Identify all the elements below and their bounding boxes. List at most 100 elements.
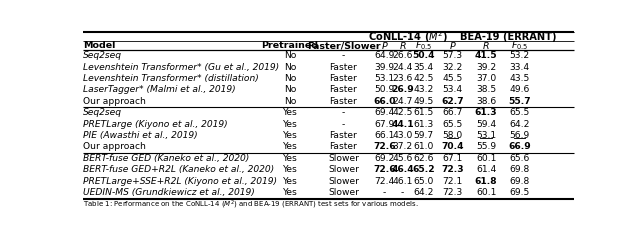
Text: 24.4: 24.4: [392, 63, 413, 72]
Text: 66.1: 66.1: [374, 131, 395, 140]
Text: 55.9: 55.9: [476, 142, 496, 151]
Text: 39.2: 39.2: [476, 63, 496, 72]
Text: 49.5: 49.5: [413, 97, 433, 106]
Text: 65.6: 65.6: [509, 154, 530, 163]
Text: 61.8: 61.8: [475, 177, 497, 186]
Text: 64.2: 64.2: [413, 188, 433, 197]
Text: 42.5: 42.5: [413, 74, 433, 83]
Text: -: -: [342, 120, 345, 129]
Text: Yes: Yes: [283, 165, 298, 174]
Text: LaserTagger* (Malmi et al., 2019): LaserTagger* (Malmi et al., 2019): [83, 86, 236, 94]
Text: 62.6: 62.6: [413, 154, 433, 163]
Text: Our approach: Our approach: [83, 142, 146, 151]
Text: 46.4: 46.4: [391, 165, 413, 174]
Text: 50.9: 50.9: [374, 86, 395, 94]
Text: Yes: Yes: [283, 108, 298, 117]
Text: Model: Model: [83, 41, 115, 50]
Text: 69.2: 69.2: [374, 154, 395, 163]
Text: $F_{0.5}$: $F_{0.5}$: [511, 40, 528, 52]
Text: Yes: Yes: [283, 142, 298, 151]
Text: 65.5: 65.5: [443, 120, 463, 129]
Text: 53.2: 53.2: [509, 51, 529, 60]
Text: PRETLarge+SSE+R2L (Kiyono et al., 2019): PRETLarge+SSE+R2L (Kiyono et al., 2019): [83, 177, 277, 186]
Text: 32.2: 32.2: [443, 63, 463, 72]
Text: 61.0: 61.0: [413, 142, 433, 151]
Text: 56.9: 56.9: [509, 131, 529, 140]
Text: 69.4: 69.4: [374, 108, 395, 117]
Text: Seq2seq: Seq2seq: [83, 108, 122, 117]
Text: 43.2: 43.2: [413, 86, 433, 94]
Text: 60.1: 60.1: [476, 188, 496, 197]
Text: $R$: $R$: [399, 40, 406, 51]
Text: Yes: Yes: [283, 131, 298, 140]
Text: 65.5: 65.5: [509, 108, 529, 117]
Text: BEA-19 (ERRANT): BEA-19 (ERRANT): [460, 32, 556, 42]
Text: 72.4: 72.4: [374, 177, 395, 186]
Text: 59.7: 59.7: [413, 131, 433, 140]
Text: No: No: [284, 51, 296, 60]
Text: Slower: Slower: [328, 165, 359, 174]
Text: -: -: [342, 51, 345, 60]
Text: 61.3: 61.3: [413, 120, 433, 129]
Text: Faster: Faster: [330, 63, 357, 72]
Text: 39.9: 39.9: [374, 63, 395, 72]
Text: 67.9: 67.9: [374, 120, 395, 129]
Text: No: No: [284, 86, 296, 94]
Text: 38.6: 38.6: [476, 97, 496, 106]
Text: 46.1: 46.1: [392, 177, 413, 186]
Text: 26.9: 26.9: [391, 86, 414, 94]
Text: 23.6: 23.6: [392, 74, 413, 83]
Text: 72.3: 72.3: [443, 188, 463, 197]
Text: 37.2: 37.2: [392, 142, 413, 151]
Text: 59.4: 59.4: [476, 120, 496, 129]
Text: Seq2seq: Seq2seq: [83, 51, 122, 60]
Text: 55.7: 55.7: [508, 97, 531, 106]
Text: Levenshtein Transformer* (Gu et al., 2019): Levenshtein Transformer* (Gu et al., 201…: [83, 63, 279, 72]
Text: PIE (Awasthi et al., 2019): PIE (Awasthi et al., 2019): [83, 131, 198, 140]
Text: 38.5: 38.5: [476, 86, 496, 94]
Text: Pretrained: Pretrained: [262, 41, 319, 50]
Text: CoNLL-14 ($M^2$): CoNLL-14 ($M^2$): [368, 29, 448, 45]
Text: -: -: [383, 188, 386, 197]
Text: 41.5: 41.5: [475, 51, 497, 60]
Text: Slower: Slower: [328, 177, 359, 186]
Text: 44.1: 44.1: [391, 120, 413, 129]
Text: 69.5: 69.5: [509, 188, 529, 197]
Text: $P$: $P$: [449, 40, 456, 51]
Text: $R$: $R$: [483, 40, 490, 51]
Text: 37.0: 37.0: [476, 74, 496, 83]
Text: Slower: Slower: [328, 188, 359, 197]
Text: 66.7: 66.7: [443, 108, 463, 117]
Text: 64.2: 64.2: [509, 120, 530, 129]
Text: 53.4: 53.4: [443, 86, 463, 94]
Text: 24.7: 24.7: [392, 97, 413, 106]
Text: No: No: [284, 74, 296, 83]
Text: Faster: Faster: [330, 142, 357, 151]
Text: -: -: [342, 108, 345, 117]
Text: 50.4: 50.4: [412, 51, 435, 60]
Text: $P$: $P$: [381, 40, 388, 51]
Text: 70.4: 70.4: [442, 142, 464, 151]
Text: 65.0: 65.0: [413, 177, 433, 186]
Text: 66.0: 66.0: [373, 97, 396, 106]
Text: 53.1: 53.1: [476, 131, 496, 140]
Text: 58.0: 58.0: [443, 131, 463, 140]
Text: Yes: Yes: [283, 154, 298, 163]
Text: Yes: Yes: [283, 177, 298, 186]
Text: 66.9: 66.9: [508, 142, 531, 151]
Text: 65.2: 65.2: [412, 165, 435, 174]
Text: 45.6: 45.6: [392, 154, 413, 163]
Text: 72.3: 72.3: [442, 165, 464, 174]
Text: Faster: Faster: [330, 131, 357, 140]
Text: 72.1: 72.1: [443, 177, 463, 186]
Text: Our approach: Our approach: [83, 97, 146, 106]
Text: Faster: Faster: [330, 74, 357, 83]
Text: 61.5: 61.5: [413, 108, 433, 117]
Text: Table 1: Performance on the CoNLL-14 ($M^2$) and BEA-19 (ERRANT) test sets for v: Table 1: Performance on the CoNLL-14 ($M…: [83, 199, 419, 211]
Text: Faster: Faster: [330, 97, 357, 106]
Text: Yes: Yes: [283, 188, 298, 197]
Text: 33.4: 33.4: [509, 63, 529, 72]
Text: 62.7: 62.7: [442, 97, 464, 106]
Text: 61.3: 61.3: [475, 108, 497, 117]
Text: 42.5: 42.5: [392, 108, 413, 117]
